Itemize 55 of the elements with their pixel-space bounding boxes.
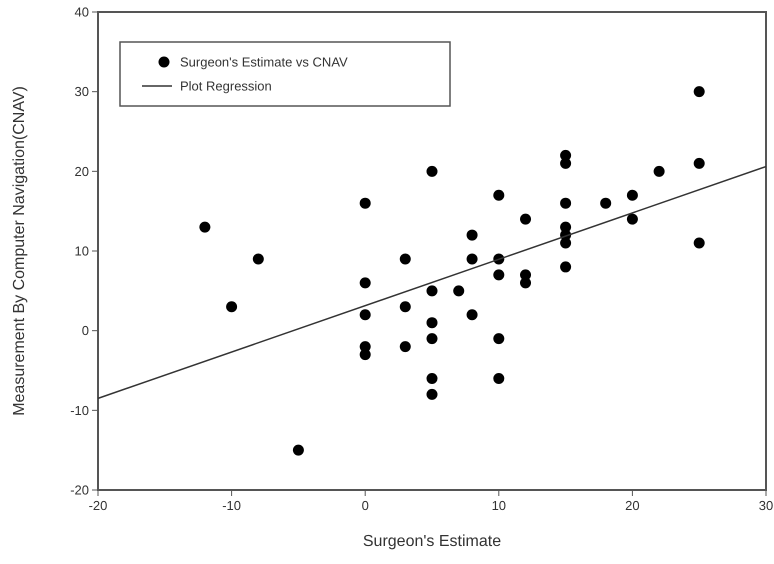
point [520, 214, 532, 225]
point [493, 269, 504, 280]
point [654, 166, 665, 177]
point [560, 238, 572, 249]
point [252, 253, 264, 264]
point [426, 166, 438, 177]
point [360, 277, 371, 288]
x-tick-label: -20 [88, 498, 108, 513]
y-tick-label: -20 [70, 482, 89, 498]
x-tick-label: 20 [625, 498, 640, 513]
point [426, 285, 438, 296]
point [694, 86, 705, 98]
point [360, 309, 371, 320]
point [400, 341, 411, 352]
point [360, 198, 371, 209]
point [600, 198, 612, 209]
point [400, 301, 411, 312]
point [453, 285, 464, 296]
point [520, 277, 532, 288]
point [560, 158, 572, 169]
point [466, 253, 478, 264]
point [694, 158, 705, 169]
legend-label: Plot Regression [180, 78, 272, 94]
point [292, 444, 304, 456]
y-tick-label: 10 [74, 244, 89, 258]
x-tick-label: 10 [492, 498, 506, 513]
y-tick-label: 30 [74, 84, 89, 100]
point [560, 198, 572, 209]
point [400, 253, 411, 264]
point [226, 301, 238, 312]
y-axis-title: Measurement By Computer Navigation(CNAV) [11, 86, 28, 416]
point [493, 333, 504, 344]
x-axis-title: Surgeon's Estimate [362, 533, 502, 550]
point [360, 349, 371, 360]
x-tick-label: -10 [222, 498, 241, 513]
point [426, 372, 438, 384]
point [560, 261, 572, 272]
y-tick-label: -10 [70, 402, 89, 418]
x-tick-label: 30 [758, 498, 774, 513]
point [493, 190, 504, 201]
point [466, 230, 478, 241]
point [426, 388, 438, 400]
point [694, 238, 705, 249]
y-tick-label: 20 [74, 164, 89, 179]
y-tick-label: 40 [74, 4, 89, 20]
x-tick-label: 0 [362, 498, 369, 513]
point [626, 214, 638, 225]
point [466, 309, 478, 320]
point [493, 372, 504, 384]
point [199, 222, 210, 233]
legend-label: Surgeon's Estimate vs CNAV [180, 54, 348, 70]
point [426, 333, 438, 344]
point [626, 190, 638, 201]
point [426, 317, 438, 328]
y-tick-label: 0 [82, 323, 89, 338]
